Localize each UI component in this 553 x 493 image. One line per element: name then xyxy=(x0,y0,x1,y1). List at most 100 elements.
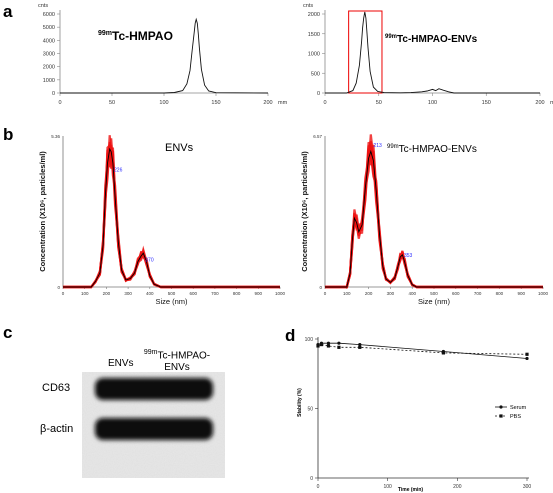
d-point-pbs xyxy=(316,344,320,348)
b2-annotation: 99mTc-HMPAO-ENVs xyxy=(387,144,477,155)
b1-x-tick-label: 600 xyxy=(189,291,197,296)
d-point-serum xyxy=(337,341,341,345)
d-x-label: Time (min) xyxy=(398,487,424,493)
b2-x-tick-label: 200 xyxy=(365,291,373,296)
b2-x-tick-label: 800 xyxy=(496,291,504,296)
a2-y-tick-label: 1000 xyxy=(308,52,320,58)
b1-x-tick-label: 300 xyxy=(124,291,132,296)
a2-annotation-main: Tc-HMPAO-ENVs xyxy=(397,34,478,45)
a2-annotation-iso: 99m xyxy=(385,34,397,40)
blot-col2-label: 99mTc-HMPAO- ENVs xyxy=(137,347,217,374)
a1-annotation-main: Tc-HMPAO xyxy=(112,29,173,43)
d-x-tick-label: 200 xyxy=(453,484,462,490)
a2-y-tick-label: 0 xyxy=(317,91,320,97)
b2-x-tick-label: 600 xyxy=(452,291,460,296)
b1-error-band xyxy=(63,141,280,289)
d-point-pbs xyxy=(525,352,529,356)
d-point-pbs xyxy=(441,351,445,355)
b2-mean-trace xyxy=(325,149,543,288)
d-point-serum xyxy=(525,356,529,361)
d-legend-marker-serum xyxy=(499,405,503,409)
d-y-tick-label: 0 xyxy=(310,476,313,482)
b1-ymax-label: 5.36 xyxy=(51,134,60,139)
b2-y-label: Concentration (X10⁶, particles/ml) xyxy=(300,151,309,272)
b1-x-tick-label: 900 xyxy=(255,291,263,296)
b1-x-tick-label: 0 xyxy=(62,291,65,296)
b2-x-tick-label: 100 xyxy=(343,291,351,296)
b1-x-tick-label: 500 xyxy=(168,291,176,296)
b1-error-band xyxy=(63,150,280,289)
b2-x-tick-label: 500 xyxy=(430,291,438,296)
panel-letter-a: a xyxy=(3,2,13,21)
d-y-tick-label: 50 xyxy=(307,407,313,413)
b1-error-band xyxy=(63,138,280,289)
a1-annotation-iso: 99m xyxy=(98,30,112,37)
b2-x-label: Size (nm) xyxy=(418,297,451,306)
d-y-tick-label: 100 xyxy=(305,337,314,343)
b2-ymax-label: 6.57 xyxy=(313,134,322,139)
a2-highlight-box xyxy=(348,10,383,94)
panel-letter-d: d xyxy=(285,326,296,345)
b1-annotation: ENVs xyxy=(165,142,194,154)
d-legend-label-pbs: PBS xyxy=(510,414,521,420)
b1-x-tick-label: 400 xyxy=(146,291,154,296)
b2-x-tick-label: 400 xyxy=(408,291,416,296)
b2-x-tick-label: 900 xyxy=(517,291,525,296)
d-x-tick-label: 300 xyxy=(523,484,532,490)
blot-col2-line1: Tc-HMPAO- xyxy=(157,350,211,362)
b1-error-band xyxy=(63,143,280,289)
b1-x-tick-label: 100 xyxy=(81,291,89,296)
a1-y-tick-label: 1000 xyxy=(43,78,55,84)
a2-x-tick-label: 200 xyxy=(535,100,544,106)
blot-col1-label: ENVs xyxy=(108,358,134,369)
b1-error-band xyxy=(63,144,280,289)
a1-y-tick-label: 3000 xyxy=(43,52,55,58)
b1-error-band xyxy=(63,135,280,289)
a2-x-tick-label: 0 xyxy=(323,100,326,106)
d-point-pbs xyxy=(326,344,331,348)
a2-x-tick-label: 150 xyxy=(482,100,491,106)
d-x-tick-label: 0 xyxy=(317,484,320,490)
a1-x-tick-label: 0 xyxy=(58,100,61,106)
b1-x-tick-label: 700 xyxy=(211,291,219,296)
blot-row1-label: CD63 xyxy=(42,382,71,394)
d-point-pbs xyxy=(358,345,362,349)
blot-col2-line2: ENVs xyxy=(164,362,190,374)
b2-x-tick-label: 1000 xyxy=(538,291,549,296)
blot-col2-iso: 99m xyxy=(143,349,158,356)
d-legend-label-serum: Serum xyxy=(510,405,527,411)
a2-trace xyxy=(325,11,540,94)
d-series-serum-line xyxy=(317,342,528,359)
a2-x-unit: mm xyxy=(550,100,553,106)
b1-x-tick-label: 800 xyxy=(233,291,241,296)
a2-y-tick-label: 2000 xyxy=(308,12,320,18)
b2-x-tick-label: 0 xyxy=(324,291,327,296)
a1-y-tick-label: 4000 xyxy=(43,38,55,44)
a1-x-unit: mm xyxy=(278,100,288,106)
b1-y-zero-label: 0 xyxy=(57,285,60,290)
b1-y-label: Concentration (X10⁶, particles/ml) xyxy=(38,151,47,272)
b2-x-tick-label: 300 xyxy=(387,291,395,296)
a1-y-tick-label: 5000 xyxy=(43,25,55,31)
a1-y-tick-label: 2000 xyxy=(43,65,55,71)
b1-x-tick-label: 200 xyxy=(103,291,111,296)
b2-error-band xyxy=(325,134,543,289)
a2-x-tick-label: 50 xyxy=(376,100,382,106)
b1-x-tick-label: 1000 xyxy=(275,291,286,296)
a1-x-tick-label: 50 xyxy=(109,100,115,106)
b1-peak-label: 370 xyxy=(145,258,154,264)
a2-y-unit: cnts xyxy=(303,3,313,9)
b2-annotation-iso: 99m xyxy=(387,144,399,150)
d-legend-marker-pbs xyxy=(499,414,503,418)
a2-y-tick-label: 500 xyxy=(311,71,320,77)
a1-x-tick-label: 150 xyxy=(211,100,220,106)
b1-error-band xyxy=(63,146,280,289)
a1-x-tick-label: 200 xyxy=(263,100,272,106)
b1-mean-trace xyxy=(63,147,280,288)
d-point-pbs xyxy=(337,345,341,349)
a1-x-tick-label: 100 xyxy=(159,100,168,106)
d-point-pbs xyxy=(319,342,324,347)
b1-x-label: Size (nm) xyxy=(155,297,188,306)
b2-error-band xyxy=(325,150,543,289)
